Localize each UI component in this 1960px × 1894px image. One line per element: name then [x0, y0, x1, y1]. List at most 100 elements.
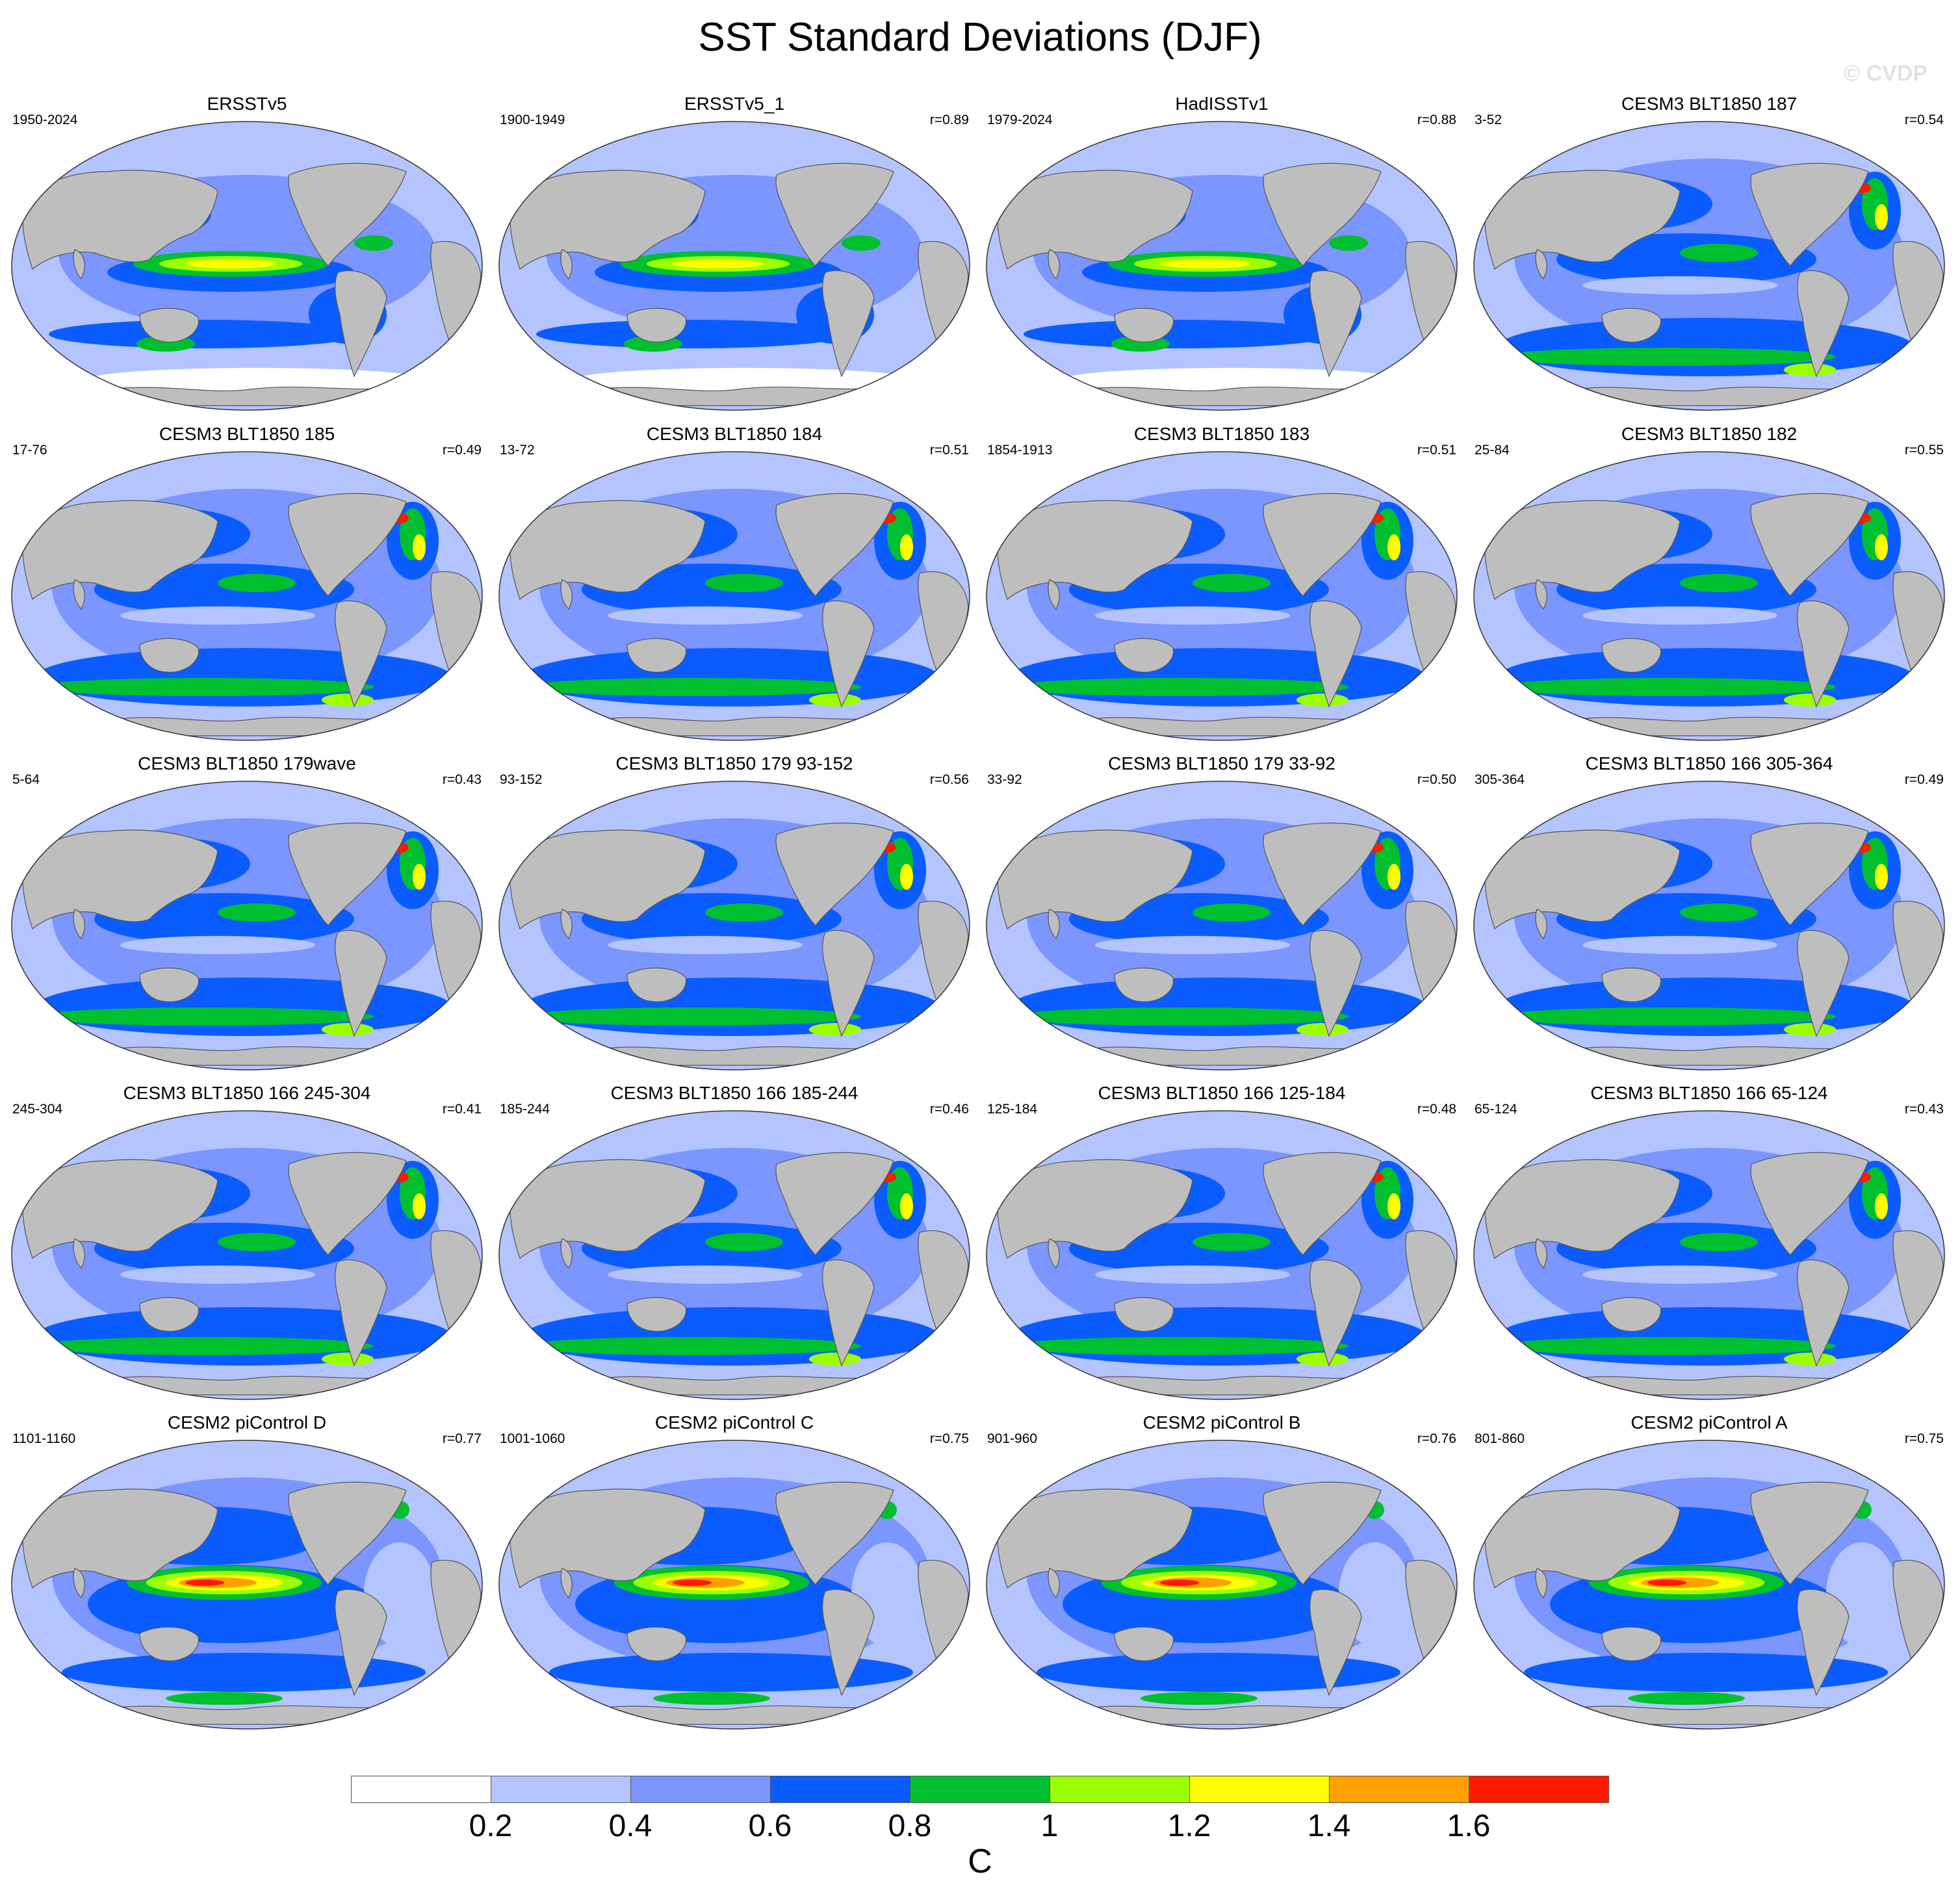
map-panel: CESM3 BLT1850 185 17-76 r=0.49: [3, 422, 491, 747]
sst-contour-region: [900, 1193, 913, 1219]
sst-contour-region: [36, 648, 452, 707]
map-panel: ERSSTv5_1 1900-1949 r=0.89: [491, 92, 978, 417]
sst-contour-region: [1524, 1653, 1888, 1692]
asia-landmass: [1484, 500, 1681, 601]
india-peninsula: [1535, 1238, 1547, 1269]
asia-landmass: [1484, 1159, 1681, 1260]
sst-contour-region: [1160, 259, 1251, 268]
panel-title: CESM3 BLT1850 179 33-92: [1108, 753, 1335, 773]
sst-contour-region: [809, 1353, 861, 1366]
north-america-landmass: [1263, 1481, 1382, 1585]
panel-years: 1950-2024: [12, 112, 78, 127]
australia-landmass: [1114, 638, 1174, 673]
figure-title: SST Standard Deviations (DJF): [698, 15, 1262, 60]
sst-contour-region: [1296, 1353, 1348, 1366]
antarctica-landmass: [68, 1705, 427, 1725]
south-america-landmass: [1797, 600, 1850, 708]
colorbar-tick-label: 0.6: [748, 1809, 792, 1843]
panel-years: 185-244: [500, 1102, 550, 1117]
globe-border: [11, 1440, 483, 1730]
panel-years: 125-184: [987, 1102, 1038, 1117]
asia-landmass: [22, 1488, 218, 1589]
panel-title: CESM2 piControl A: [1631, 1412, 1788, 1433]
sst-contour-region: [608, 606, 803, 625]
globe-border: [11, 121, 483, 411]
sst-contour-region: [1628, 1692, 1745, 1705]
south-america-landmass: [822, 1589, 875, 1696]
australia-landmass: [1601, 967, 1662, 1002]
sst-stddev-map: [986, 121, 1458, 411]
india-peninsula: [73, 909, 85, 940]
sst-contour-region: [575, 368, 913, 391]
panel-title: CESM2 piControl B: [1142, 1412, 1301, 1433]
colorbar-box: [1050, 1776, 1190, 1803]
north-america-landmass: [775, 1152, 894, 1256]
australia-landmass: [1114, 307, 1174, 343]
colorbar-units: C: [968, 1843, 992, 1880]
sst-contour-region: [185, 259, 276, 268]
sst-contour-region: [523, 648, 939, 707]
globe-border: [1473, 1110, 1945, 1400]
sst-contour-region: [166, 1692, 283, 1705]
panel-pattern-correlation: r=0.51: [929, 443, 969, 458]
sst-stddev-map: [11, 1110, 483, 1400]
india-peninsula: [1535, 909, 1547, 940]
sst-contour-region: [1498, 678, 1836, 696]
sst-contour-region: [62, 1653, 426, 1692]
map-panel: CESM3 BLT1850 166 305-364 305-364 r=0.49: [1465, 752, 1953, 1077]
sst-stddev-map: [986, 781, 1458, 1070]
map-panel: CESM2 piControl C 1001-1060 r=0.75: [491, 1411, 978, 1736]
antarctica-landmass: [555, 1375, 914, 1395]
sst-contour-region: [1141, 1692, 1257, 1705]
sst-contour-region: [653, 1692, 770, 1705]
panel-pattern-correlation: r=0.48: [1417, 1102, 1456, 1117]
south-america-landmass: [1309, 1259, 1362, 1367]
india-peninsula: [1048, 249, 1060, 280]
map-panel: CESM2 piControl D 1101-1160 r=0.77: [3, 1411, 491, 1736]
antarctica-landmass: [1042, 1046, 1402, 1066]
globe-border: [986, 1110, 1458, 1400]
sst-contour-region: [185, 1579, 224, 1586]
panel-title: CESM3 BLT1850 187: [1621, 94, 1798, 114]
panel-title: ERSSTv5: [207, 94, 287, 114]
panel-years: 25-84: [1475, 443, 1510, 458]
colorbar-box: [1189, 1776, 1330, 1803]
map-panel: CESM3 BLT1850 179wave 5-64 r=0.43: [3, 752, 491, 1077]
panel-pattern-correlation: r=0.54: [1904, 112, 1944, 127]
sst-stddev-map: [498, 1110, 970, 1400]
panel-pattern-correlation: r=0.76: [1417, 1431, 1456, 1446]
panel-years: 33-92: [987, 772, 1022, 787]
sst-contour-region: [1296, 694, 1348, 707]
panel-title: CESM2 piControl D: [167, 1412, 327, 1433]
india-peninsula: [73, 579, 85, 610]
sst-contour-region: [413, 534, 426, 560]
sst-contour-region: [218, 574, 296, 592]
india-peninsula: [1048, 1238, 1060, 1269]
sst-contour-region: [1011, 648, 1426, 707]
panel-title: CESM3 BLT1850 184: [646, 424, 823, 444]
colorbar-box: [770, 1776, 910, 1803]
sst-stddev-map: [986, 451, 1458, 741]
sst-contour-region: [322, 1023, 374, 1036]
panel-pattern-correlation: r=0.49: [442, 443, 482, 458]
panel-title: CESM2 piControl C: [654, 1412, 814, 1433]
sst-contour-region: [1680, 244, 1758, 262]
india-peninsula: [560, 249, 573, 280]
colorbar-box: [1329, 1776, 1469, 1803]
sst-contour-region: [900, 864, 913, 890]
panel-years: 13-72: [500, 443, 535, 458]
sst-contour-region: [1498, 1307, 1914, 1366]
panel-pattern-correlation: r=0.46: [929, 1102, 969, 1117]
antarctica-landmass: [555, 716, 914, 736]
sst-contour-region: [36, 978, 452, 1036]
north-america-landmass: [775, 162, 894, 266]
australia-landmass: [139, 307, 200, 343]
map-panel: CESM3 BLT1850 179 33-92 33-92 r=0.50: [978, 752, 1465, 1077]
asia-landmass: [22, 500, 218, 601]
sst-contour-region: [1095, 606, 1290, 625]
india-peninsula: [1048, 909, 1060, 940]
india-peninsula: [560, 1238, 573, 1269]
map-panel: ERSSTv5 1950-2024: [3, 92, 491, 417]
panel-pattern-correlation: r=0.50: [1417, 772, 1456, 787]
australia-landmass: [1601, 1297, 1662, 1332]
